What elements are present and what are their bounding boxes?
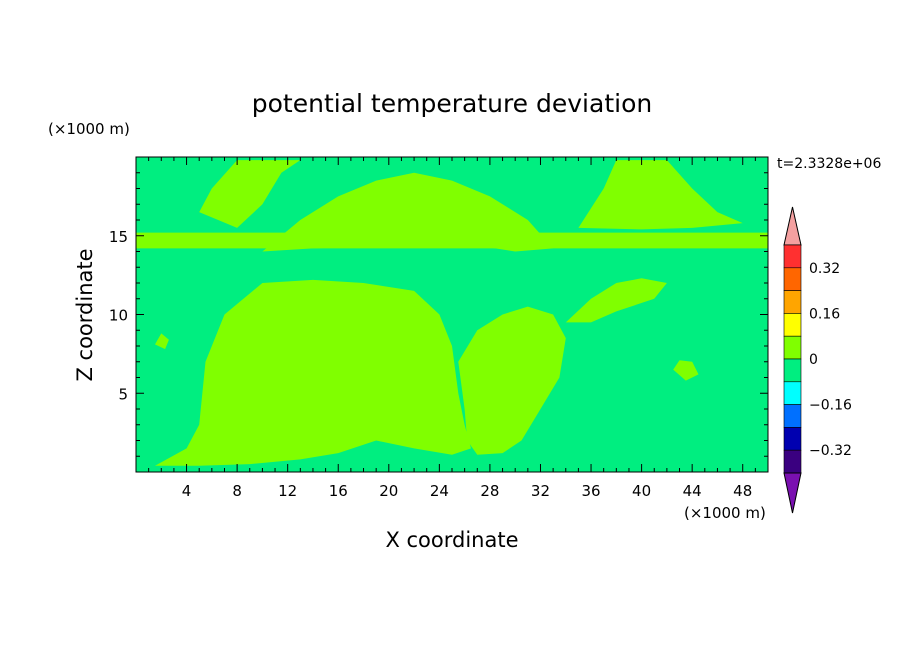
- contour-region-3: [262, 172, 554, 252]
- contour-region-0: [155, 279, 471, 466]
- colorbar-tick-label: 0.32: [809, 261, 840, 277]
- y-tick-label: 15: [109, 228, 128, 246]
- contour-region-7: [673, 360, 699, 381]
- x-tick-label: 28: [480, 482, 499, 500]
- contour-region-1: [458, 306, 566, 455]
- colorbar-swatch-6: [783, 358, 802, 383]
- colorbar-swatch-2: [783, 267, 802, 291]
- x-tick-label: 24: [430, 482, 449, 500]
- colorbar: 0.32 0.16 0 −0.16 −0.32: [783, 206, 852, 514]
- contour-region-2: [565, 278, 667, 323]
- x-tick-label: 48: [733, 482, 752, 500]
- colorbar-swatch-7: [783, 381, 802, 405]
- x-axis-label: X coordinate: [385, 528, 518, 552]
- time-label: t=2.3328e+06: [777, 156, 881, 172]
- y-tick-label: 10: [109, 307, 128, 325]
- x-tick-label: 36: [581, 482, 600, 500]
- x-tick-label: 16: [329, 482, 348, 500]
- colorbar-swatch-10: [783, 449, 802, 474]
- colorbar-tick-label: −0.32: [809, 443, 852, 459]
- colorbar-tick-label: 0.16: [809, 306, 840, 322]
- x-tick-label: 40: [632, 482, 651, 500]
- y-axis-ticks: 5 10 15: [109, 172, 768, 457]
- y-unit-label: (×1000 m): [48, 120, 130, 138]
- contour-region-6: [199, 160, 301, 228]
- contour-region-4: [136, 232, 768, 249]
- colorbar-tick-label: 0: [809, 352, 818, 368]
- contour-region-8: [155, 333, 169, 350]
- x-tick-label: 44: [683, 482, 702, 500]
- colorbar-arrow-bottom: [783, 472, 802, 514]
- x-unit-label: (×1000 m): [684, 504, 766, 522]
- y-axis-label: Z coordinate: [73, 248, 97, 381]
- x-tick-label: 4: [182, 482, 192, 500]
- x-axis-ticks: 4 8 12 16 20 24 28 32 36 40 44 48: [148, 157, 756, 500]
- contour-region-5: [578, 160, 743, 230]
- colorbar-swatch-9: [783, 427, 802, 451]
- colorbar-swatch-5: [783, 335, 802, 360]
- x-tick-label: 20: [379, 482, 398, 500]
- x-tick-label: 12: [278, 482, 297, 500]
- contour-regions: [136, 160, 768, 466]
- colorbar-arrow-top: [783, 206, 802, 246]
- chart-title: potential temperature deviation: [252, 89, 652, 118]
- colorbar-swatch-1: [783, 244, 802, 269]
- x-tick-label: 32: [531, 482, 550, 500]
- colorbar-tick-label: −0.16: [809, 398, 852, 414]
- x-tick-label: 8: [232, 482, 242, 500]
- colorbar-swatch-4: [783, 313, 802, 337]
- colorbar-swatch-3: [783, 290, 802, 314]
- colorbar-swatch-8: [783, 404, 802, 428]
- y-tick-label: 5: [118, 385, 128, 403]
